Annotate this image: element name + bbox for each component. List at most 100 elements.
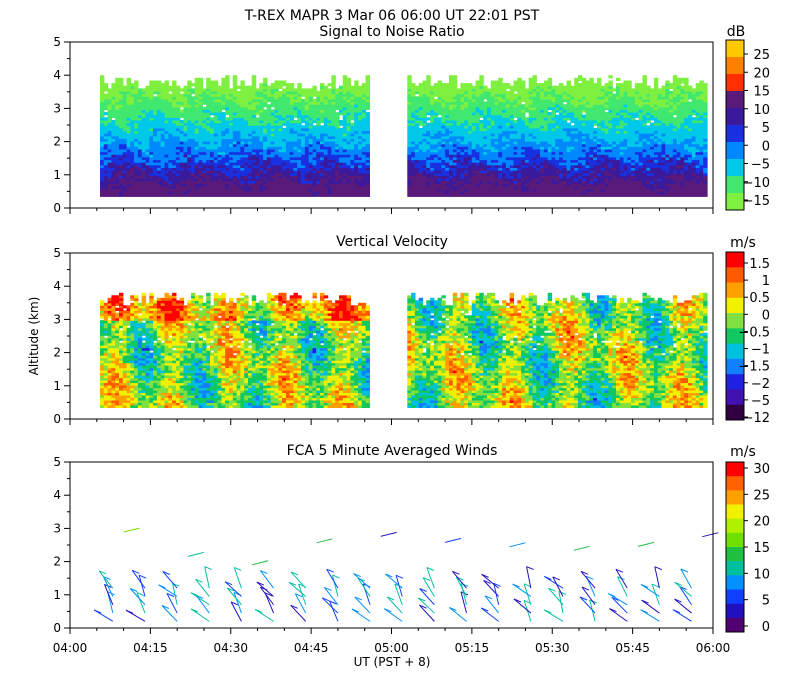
heatmap-cell bbox=[562, 98, 568, 103]
heatmap-cell bbox=[149, 88, 154, 92]
heatmap-cell bbox=[346, 143, 351, 147]
heatmap-cell bbox=[509, 133, 515, 137]
heatmap-cell bbox=[213, 177, 219, 182]
heatmap-cell bbox=[160, 112, 166, 116]
heatmap-cell bbox=[433, 85, 439, 89]
heatmap-cell bbox=[156, 112, 162, 116]
heatmap-cell bbox=[107, 127, 112, 132]
heatmap-cell bbox=[301, 170, 306, 174]
heatmap-cell bbox=[320, 170, 325, 174]
heatmap-cell bbox=[149, 170, 154, 174]
heatmap-cell bbox=[509, 146, 515, 150]
heatmap-cell bbox=[551, 109, 556, 113]
heatmap-cell bbox=[285, 101, 291, 105]
heatmap-cell bbox=[426, 104, 431, 108]
heatmap-cell bbox=[483, 114, 488, 118]
heatmap-cell bbox=[217, 133, 222, 137]
heatmap-cell bbox=[122, 112, 128, 116]
heatmap-cell bbox=[149, 112, 154, 116]
heatmap-cell bbox=[308, 170, 314, 174]
heatmap-cell bbox=[282, 104, 287, 108]
heatmap-cell bbox=[187, 85, 192, 89]
heatmap-cell bbox=[524, 127, 530, 132]
heatmap-cell bbox=[430, 170, 435, 174]
heatmap-cell bbox=[354, 98, 359, 103]
heatmap-cell bbox=[312, 185, 317, 189]
heatmap-cell bbox=[471, 191, 477, 195]
heatmap-cell bbox=[304, 101, 310, 105]
heatmap-cell bbox=[217, 172, 222, 176]
heatmap-cell bbox=[225, 185, 230, 189]
heatmap-cell bbox=[460, 120, 465, 124]
heatmap-cell bbox=[285, 96, 291, 100]
heatmap-cell bbox=[411, 180, 416, 184]
heatmap-cell bbox=[301, 98, 306, 103]
heatmap-cell bbox=[320, 112, 325, 116]
heatmap-cell bbox=[540, 91, 545, 95]
heatmap-cell bbox=[335, 104, 340, 108]
heatmap-cell bbox=[210, 164, 215, 168]
heatmap-cell bbox=[327, 98, 332, 103]
heatmap-cell bbox=[513, 114, 518, 118]
heatmap-cell bbox=[494, 101, 499, 105]
heatmap-cell bbox=[361, 122, 367, 126]
heatmap-cell bbox=[153, 191, 158, 195]
heatmap-cell bbox=[274, 127, 279, 132]
heatmap-cell bbox=[107, 96, 112, 100]
heatmap-cell bbox=[509, 125, 515, 129]
heatmap-cell bbox=[251, 88, 257, 92]
heatmap-cell bbox=[160, 151, 166, 155]
heatmap-cell bbox=[149, 114, 154, 118]
heatmap-cell bbox=[555, 127, 560, 132]
heatmap-cell bbox=[339, 162, 344, 166]
heatmap-cell bbox=[570, 135, 575, 139]
heatmap-cell bbox=[551, 114, 556, 118]
heatmap-cell bbox=[259, 120, 264, 124]
heatmap-cell bbox=[570, 125, 575, 129]
heatmap-cell bbox=[335, 122, 340, 126]
heatmap-cell bbox=[172, 127, 177, 132]
heatmap-cell bbox=[270, 133, 276, 137]
heatmap-cell bbox=[365, 135, 370, 139]
heatmap-cell bbox=[543, 80, 549, 84]
heatmap-cell bbox=[411, 141, 416, 145]
heatmap-cell bbox=[490, 138, 496, 142]
heatmap-cell bbox=[524, 164, 530, 168]
heatmap-cell bbox=[339, 146, 344, 150]
heatmap-cell bbox=[483, 130, 488, 134]
heatmap-cell bbox=[240, 127, 245, 132]
heatmap-cell bbox=[407, 133, 412, 137]
heatmap-cell bbox=[183, 96, 188, 100]
heatmap-cell bbox=[100, 125, 105, 129]
heatmap-cell bbox=[479, 146, 484, 150]
heatmap-cell bbox=[134, 175, 139, 179]
heatmap-cell bbox=[164, 117, 169, 121]
heatmap-cell bbox=[426, 138, 431, 142]
heatmap-cell bbox=[414, 170, 420, 174]
heatmap-cell bbox=[505, 156, 511, 161]
heatmap-cell bbox=[555, 175, 560, 179]
heatmap-cell bbox=[232, 180, 238, 184]
heatmap-cell bbox=[259, 167, 264, 171]
heatmap-cell bbox=[232, 109, 238, 113]
heatmap-cell bbox=[187, 180, 192, 184]
heatmap-cell bbox=[289, 93, 295, 97]
heatmap-cell bbox=[308, 88, 314, 92]
heatmap-cell bbox=[354, 83, 359, 87]
heatmap-cell bbox=[445, 125, 450, 129]
heatmap-cell bbox=[574, 125, 579, 129]
heatmap-cell bbox=[225, 127, 230, 132]
heatmap-cell bbox=[578, 154, 583, 158]
heatmap-cell bbox=[346, 114, 351, 118]
heatmap-cell bbox=[259, 93, 264, 97]
heatmap-cell bbox=[445, 98, 450, 103]
heatmap-cell bbox=[263, 85, 268, 89]
heatmap-cell bbox=[532, 172, 537, 176]
heatmap-cell bbox=[452, 193, 458, 197]
heatmap-cell bbox=[433, 167, 439, 171]
heatmap-cell bbox=[187, 117, 192, 121]
heatmap-cell bbox=[543, 191, 549, 195]
heatmap-cell bbox=[505, 122, 511, 126]
heatmap-cell bbox=[244, 151, 249, 155]
heatmap-cell bbox=[354, 106, 359, 110]
